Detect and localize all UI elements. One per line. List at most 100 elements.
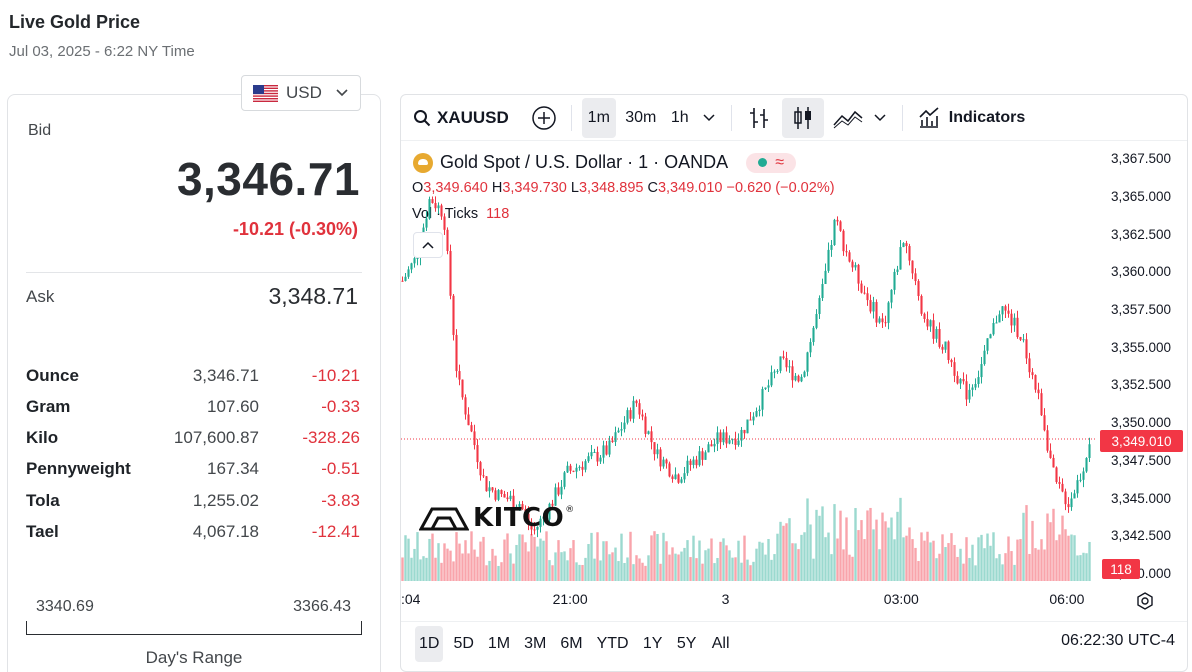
candle-body bbox=[848, 252, 851, 262]
volume-bar bbox=[950, 533, 953, 581]
unit-change: -3.83 bbox=[321, 491, 360, 510]
volume-bar bbox=[674, 553, 677, 581]
kitco-text: KITCO bbox=[473, 503, 565, 533]
volume-bar bbox=[494, 555, 497, 581]
indicators-button[interactable]: Indicators bbox=[913, 98, 1029, 138]
compare-button[interactable] bbox=[527, 98, 561, 138]
candle-body bbox=[941, 346, 944, 350]
volume-bar bbox=[716, 557, 719, 581]
candle-body bbox=[1013, 317, 1016, 326]
interval-dropdown[interactable] bbox=[697, 98, 721, 138]
candle-body bbox=[1085, 457, 1088, 472]
range-1m[interactable]: 1M bbox=[487, 635, 511, 652]
volume-bar bbox=[713, 563, 716, 581]
price-chart-plot[interactable] bbox=[401, 143, 1096, 583]
volume-bar bbox=[983, 548, 986, 581]
candle-body bbox=[812, 327, 815, 343]
volume-bar bbox=[410, 557, 413, 581]
candle-body bbox=[971, 387, 974, 390]
interval-30m[interactable]: 30m bbox=[625, 108, 657, 126]
candle-body bbox=[947, 341, 950, 361]
candle-body bbox=[1004, 306, 1007, 311]
volume-bar bbox=[821, 506, 824, 581]
candle-body bbox=[1067, 504, 1070, 508]
candle-body bbox=[836, 219, 839, 222]
volume-bar bbox=[824, 537, 827, 581]
range-all[interactable]: All bbox=[711, 635, 730, 652]
candle-body bbox=[545, 516, 548, 520]
chart-clock[interactable]: 06:22:30 UTC-4 bbox=[1061, 632, 1175, 649]
candle-body bbox=[818, 298, 821, 315]
range-3m[interactable]: 3M bbox=[524, 635, 547, 652]
volume-bar bbox=[758, 541, 761, 581]
volume-bar bbox=[845, 517, 848, 581]
candle-body bbox=[770, 372, 773, 386]
volume-bar bbox=[437, 543, 440, 581]
candle-body bbox=[689, 460, 692, 465]
candle-body bbox=[578, 466, 581, 468]
chart-settings-icon[interactable] bbox=[1135, 591, 1155, 611]
range-1d[interactable]: 1D bbox=[415, 626, 444, 662]
symbol-label: XAUUSD bbox=[437, 107, 509, 127]
unit-price: 3,346.71 bbox=[192, 366, 259, 385]
range-5y[interactable]: 5Y bbox=[676, 635, 697, 652]
range-ytd[interactable]: YTD bbox=[596, 635, 629, 652]
collapse-legend-button[interactable] bbox=[413, 232, 443, 258]
market-status-badge[interactable]: ≈ bbox=[746, 152, 797, 173]
candle-body bbox=[872, 301, 875, 312]
volume-bar bbox=[920, 532, 923, 581]
candles-chart-type-button[interactable] bbox=[781, 97, 824, 138]
candle-body bbox=[518, 504, 521, 507]
volume-bar bbox=[407, 538, 410, 581]
open-key: O bbox=[412, 180, 424, 196]
volume-bar bbox=[488, 560, 491, 581]
candle-body bbox=[1052, 457, 1055, 468]
volume-bar bbox=[1073, 535, 1076, 581]
price-axis-tick: 3,347.500 bbox=[1111, 452, 1172, 468]
candle-body bbox=[461, 379, 464, 398]
volume-bar bbox=[593, 558, 596, 581]
volume-bar bbox=[815, 509, 818, 581]
price-axis[interactable]: 3,367.500 3,365.000 3,362.500 3,360.000 3,35… bbox=[1095, 143, 1187, 583]
symbol-search[interactable]: XAUUSD bbox=[413, 108, 509, 128]
volume-bar bbox=[746, 559, 749, 581]
range-1y[interactable]: 1Y bbox=[642, 635, 663, 652]
volume-bar bbox=[1028, 553, 1031, 581]
candle-body bbox=[677, 474, 680, 483]
currency-selector[interactable]: USD bbox=[241, 75, 361, 111]
volume-bar bbox=[923, 540, 926, 581]
candle-body bbox=[917, 281, 920, 296]
bar-chart-type-button[interactable] bbox=[742, 98, 776, 138]
candle-body bbox=[938, 328, 941, 347]
candle-body bbox=[710, 444, 713, 447]
volume-bar bbox=[1019, 539, 1022, 581]
volume-bar bbox=[953, 544, 956, 581]
interval-1m[interactable]: 1m bbox=[581, 97, 616, 138]
candle-body bbox=[512, 495, 515, 508]
candle-body bbox=[629, 410, 632, 419]
range-5d[interactable]: 5D bbox=[453, 635, 474, 652]
interval-1h[interactable]: 1h bbox=[670, 108, 689, 126]
volume-bar bbox=[800, 534, 803, 581]
candle-body bbox=[611, 440, 614, 442]
volume-bar bbox=[887, 527, 890, 581]
candle-body bbox=[401, 280, 404, 282]
candle-body bbox=[860, 283, 863, 293]
candle-body bbox=[740, 429, 743, 441]
candle-body bbox=[665, 459, 668, 464]
day-range-bar bbox=[26, 621, 362, 635]
volume-bar bbox=[914, 547, 917, 581]
range-6m[interactable]: 6M bbox=[560, 635, 583, 652]
candle-body bbox=[602, 445, 605, 458]
volume-bar bbox=[1034, 548, 1037, 581]
candles-icon bbox=[794, 106, 811, 129]
series-title: Gold Spot / U.S. Dollar · 1 · OANDA bbox=[440, 152, 729, 172]
candle-body bbox=[755, 411, 758, 417]
volume-bar bbox=[563, 551, 566, 581]
candle-body bbox=[416, 257, 419, 259]
volume-bar bbox=[755, 548, 758, 581]
candle-body bbox=[749, 419, 752, 421]
area-chart-type-button[interactable] bbox=[828, 98, 868, 138]
chart-type-dropdown[interactable] bbox=[868, 98, 892, 138]
volume-bar bbox=[599, 560, 602, 581]
